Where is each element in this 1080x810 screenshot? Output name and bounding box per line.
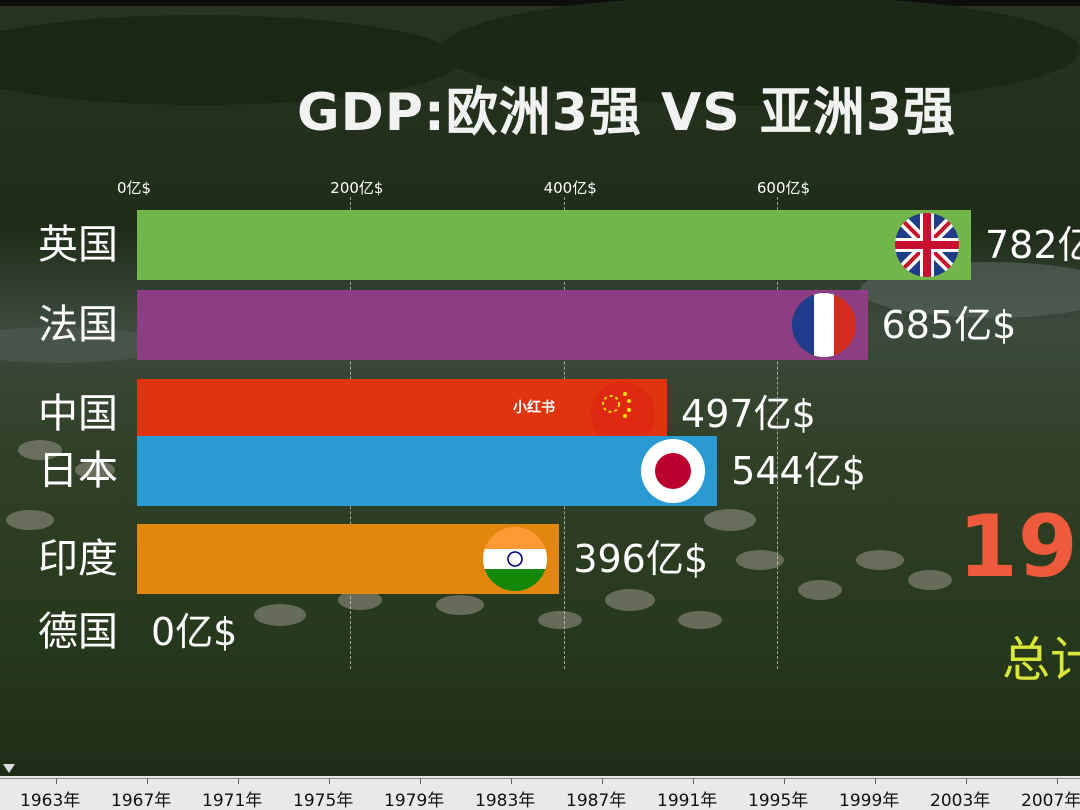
chart-title: GDP:欧洲3强 VS 亚洲3强: [297, 83, 957, 143]
value-label: 782亿$: [985, 223, 1080, 267]
gridline: [776, 197, 778, 669]
value-label: 685亿$: [881, 303, 1017, 347]
timeline-year-label[interactable]: 1963年: [20, 791, 81, 810]
timeline-tick-mark: [56, 778, 57, 784]
country-label: 英国: [38, 222, 118, 268]
france-flag-icon: [791, 293, 856, 357]
timeline-handle[interactable]: [3, 764, 15, 773]
value-label: 544亿$: [731, 449, 866, 493]
timeline-tick-mark: [147, 778, 148, 784]
x-tick-label: 400亿$: [543, 179, 597, 197]
uk-flag-icon: [895, 213, 959, 277]
timeline-slider[interactable]: [0, 776, 1080, 810]
timeline-tick-mark: [329, 778, 330, 784]
total-label: 总计: [1002, 632, 1080, 688]
timeline-tick-mark: [238, 778, 239, 784]
timeline-tick-mark: [1057, 778, 1058, 784]
timeline-tick-mark: [420, 778, 421, 784]
x-tick-label: 200亿$: [330, 179, 384, 197]
timeline-year-label[interactable]: 1975年: [293, 791, 354, 810]
value-label: 0亿$: [151, 610, 238, 654]
bar: [137, 436, 718, 506]
timeline-tick-mark: [693, 778, 694, 784]
timeline-year-label[interactable]: 2003年: [930, 791, 991, 810]
country-label: 日本: [38, 448, 118, 494]
timeline-year-label[interactable]: 1967年: [111, 791, 172, 810]
timeline-year-label[interactable]: 1979年: [384, 791, 445, 810]
watermark-text: 小红书: [513, 400, 555, 416]
timeline-year-label[interactable]: 1987年: [566, 791, 627, 810]
timeline-year-label[interactable]: 2007年: [1021, 791, 1080, 810]
india-flag-icon: [483, 527, 548, 591]
timeline-year-label[interactable]: 1983年: [475, 791, 536, 810]
value-label: 497亿$: [681, 392, 816, 436]
timeline-tick-mark: [966, 778, 967, 784]
china-flag-icon: [591, 382, 656, 446]
timeline-tick-mark: [784, 778, 785, 784]
country-label: 印度: [38, 536, 118, 582]
bar: [137, 210, 971, 280]
country-label: 法国: [38, 302, 118, 348]
country-label: 德国: [38, 609, 118, 655]
japan-flag-icon: [641, 439, 706, 503]
timeline-year-label[interactable]: 1999年: [839, 791, 900, 810]
country-label: 中国: [38, 391, 118, 437]
x-tick-label: 0亿$: [117, 179, 152, 197]
timeline-year-label[interactable]: 1995年: [748, 791, 809, 810]
timeline-track[interactable]: [0, 778, 1080, 779]
year-counter: 19: [958, 497, 1078, 597]
timeline-tick-mark: [511, 778, 512, 784]
bar: [137, 290, 868, 360]
timeline-tick-mark: [875, 778, 876, 784]
timeline-year-label[interactable]: 1991年: [657, 791, 718, 810]
timeline-year-label[interactable]: 1971年: [202, 791, 263, 810]
value-label: 396亿$: [573, 537, 709, 581]
timeline-tick-mark: [602, 778, 603, 784]
x-tick-label: 600亿$: [756, 179, 811, 197]
